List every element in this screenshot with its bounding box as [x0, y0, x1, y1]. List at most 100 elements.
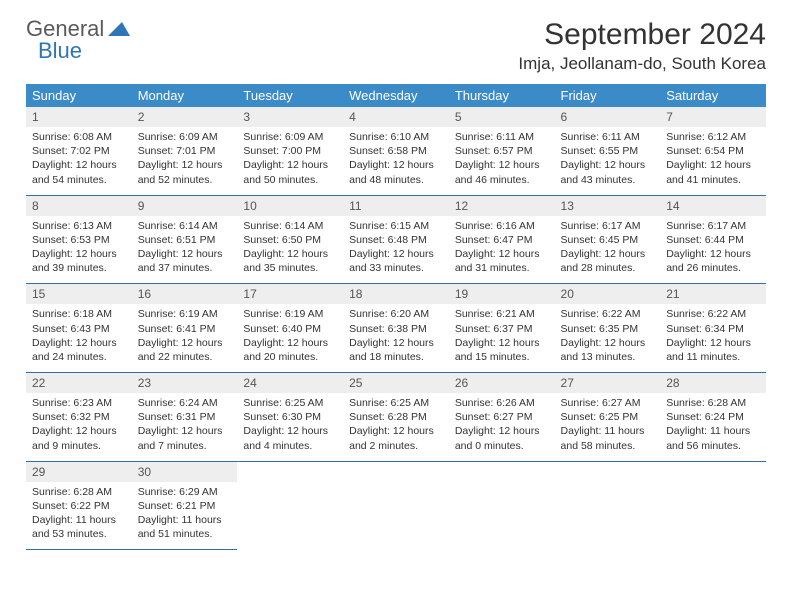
calendar-day-cell: 2Sunrise: 6:09 AMSunset: 7:01 PMDaylight…	[132, 107, 238, 195]
day-number: 29	[26, 462, 132, 482]
calendar-table: SundayMondayTuesdayWednesdayThursdayFrid…	[26, 84, 766, 550]
day-number: 3	[237, 107, 343, 127]
day-details: Sunrise: 6:13 AMSunset: 6:53 PMDaylight:…	[26, 216, 132, 284]
day-number: 6	[555, 107, 661, 127]
day-details: Sunrise: 6:18 AMSunset: 6:43 PMDaylight:…	[26, 304, 132, 372]
calendar-empty-cell	[449, 461, 555, 550]
calendar-day-cell: 1Sunrise: 6:08 AMSunset: 7:02 PMDaylight…	[26, 107, 132, 195]
day-details: Sunrise: 6:22 AMSunset: 6:34 PMDaylight:…	[660, 304, 766, 372]
calendar-day-cell: 30Sunrise: 6:29 AMSunset: 6:21 PMDayligh…	[132, 461, 238, 550]
logo-text-general: General	[26, 18, 104, 40]
weekday-header: Thursday	[449, 84, 555, 107]
day-details: Sunrise: 6:22 AMSunset: 6:35 PMDaylight:…	[555, 304, 661, 372]
calendar-day-cell: 26Sunrise: 6:26 AMSunset: 6:27 PMDayligh…	[449, 373, 555, 462]
calendar-day-cell: 14Sunrise: 6:17 AMSunset: 6:44 PMDayligh…	[660, 195, 766, 284]
weekday-header: Sunday	[26, 84, 132, 107]
calendar-empty-cell	[343, 461, 449, 550]
calendar-day-cell: 3Sunrise: 6:09 AMSunset: 7:00 PMDaylight…	[237, 107, 343, 195]
day-details: Sunrise: 6:14 AMSunset: 6:51 PMDaylight:…	[132, 216, 238, 284]
day-details: Sunrise: 6:26 AMSunset: 6:27 PMDaylight:…	[449, 393, 555, 461]
day-details: Sunrise: 6:20 AMSunset: 6:38 PMDaylight:…	[343, 304, 449, 372]
calendar-day-cell: 10Sunrise: 6:14 AMSunset: 6:50 PMDayligh…	[237, 195, 343, 284]
day-number: 25	[343, 373, 449, 393]
day-number: 28	[660, 373, 766, 393]
calendar-day-cell: 7Sunrise: 6:12 AMSunset: 6:54 PMDaylight…	[660, 107, 766, 195]
calendar-day-cell: 4Sunrise: 6:10 AMSunset: 6:58 PMDaylight…	[343, 107, 449, 195]
day-details: Sunrise: 6:09 AMSunset: 7:01 PMDaylight:…	[132, 127, 238, 195]
calendar-week-row: 1Sunrise: 6:08 AMSunset: 7:02 PMDaylight…	[26, 107, 766, 195]
calendar-day-cell: 17Sunrise: 6:19 AMSunset: 6:40 PMDayligh…	[237, 284, 343, 373]
day-details: Sunrise: 6:15 AMSunset: 6:48 PMDaylight:…	[343, 216, 449, 284]
day-number: 14	[660, 196, 766, 216]
day-number: 17	[237, 284, 343, 304]
day-number: 10	[237, 196, 343, 216]
day-number: 19	[449, 284, 555, 304]
calendar-day-cell: 15Sunrise: 6:18 AMSunset: 6:43 PMDayligh…	[26, 284, 132, 373]
weekday-header: Wednesday	[343, 84, 449, 107]
day-number: 22	[26, 373, 132, 393]
day-number: 8	[26, 196, 132, 216]
day-details: Sunrise: 6:10 AMSunset: 6:58 PMDaylight:…	[343, 127, 449, 195]
calendar-day-cell: 5Sunrise: 6:11 AMSunset: 6:57 PMDaylight…	[449, 107, 555, 195]
day-number: 15	[26, 284, 132, 304]
calendar-day-cell: 13Sunrise: 6:17 AMSunset: 6:45 PMDayligh…	[555, 195, 661, 284]
day-number: 23	[132, 373, 238, 393]
calendar-body: 1Sunrise: 6:08 AMSunset: 7:02 PMDaylight…	[26, 107, 766, 550]
calendar-day-cell: 28Sunrise: 6:28 AMSunset: 6:24 PMDayligh…	[660, 373, 766, 462]
day-number: 11	[343, 196, 449, 216]
calendar-day-cell: 12Sunrise: 6:16 AMSunset: 6:47 PMDayligh…	[449, 195, 555, 284]
day-number: 18	[343, 284, 449, 304]
weekday-header: Friday	[555, 84, 661, 107]
day-number: 12	[449, 196, 555, 216]
calendar-week-row: 29Sunrise: 6:28 AMSunset: 6:22 PMDayligh…	[26, 461, 766, 550]
day-number: 7	[660, 107, 766, 127]
day-details: Sunrise: 6:11 AMSunset: 6:57 PMDaylight:…	[449, 127, 555, 195]
day-details: Sunrise: 6:28 AMSunset: 6:22 PMDaylight:…	[26, 482, 132, 550]
calendar-day-cell: 29Sunrise: 6:28 AMSunset: 6:22 PMDayligh…	[26, 461, 132, 550]
calendar-week-row: 22Sunrise: 6:23 AMSunset: 6:32 PMDayligh…	[26, 373, 766, 462]
day-number: 16	[132, 284, 238, 304]
day-number: 30	[132, 462, 238, 482]
day-number: 24	[237, 373, 343, 393]
day-details: Sunrise: 6:24 AMSunset: 6:31 PMDaylight:…	[132, 393, 238, 461]
day-number: 21	[660, 284, 766, 304]
day-details: Sunrise: 6:11 AMSunset: 6:55 PMDaylight:…	[555, 127, 661, 195]
day-details: Sunrise: 6:09 AMSunset: 7:00 PMDaylight:…	[237, 127, 343, 195]
calendar-day-cell: 18Sunrise: 6:20 AMSunset: 6:38 PMDayligh…	[343, 284, 449, 373]
calendar-day-cell: 16Sunrise: 6:19 AMSunset: 6:41 PMDayligh…	[132, 284, 238, 373]
calendar-day-cell: 9Sunrise: 6:14 AMSunset: 6:51 PMDaylight…	[132, 195, 238, 284]
logo: General Blue	[26, 18, 130, 62]
calendar-day-cell: 21Sunrise: 6:22 AMSunset: 6:34 PMDayligh…	[660, 284, 766, 373]
calendar-day-cell: 6Sunrise: 6:11 AMSunset: 6:55 PMDaylight…	[555, 107, 661, 195]
day-details: Sunrise: 6:16 AMSunset: 6:47 PMDaylight:…	[449, 216, 555, 284]
calendar-day-cell: 23Sunrise: 6:24 AMSunset: 6:31 PMDayligh…	[132, 373, 238, 462]
day-details: Sunrise: 6:23 AMSunset: 6:32 PMDaylight:…	[26, 393, 132, 461]
calendar-week-row: 8Sunrise: 6:13 AMSunset: 6:53 PMDaylight…	[26, 195, 766, 284]
day-number: 20	[555, 284, 661, 304]
calendar-empty-cell	[237, 461, 343, 550]
calendar-day-cell: 20Sunrise: 6:22 AMSunset: 6:35 PMDayligh…	[555, 284, 661, 373]
month-title: September 2024	[518, 18, 766, 52]
weekday-header: Saturday	[660, 84, 766, 107]
calendar-day-cell: 8Sunrise: 6:13 AMSunset: 6:53 PMDaylight…	[26, 195, 132, 284]
day-details: Sunrise: 6:12 AMSunset: 6:54 PMDaylight:…	[660, 127, 766, 195]
day-details: Sunrise: 6:14 AMSunset: 6:50 PMDaylight:…	[237, 216, 343, 284]
day-number: 1	[26, 107, 132, 127]
day-number: 27	[555, 373, 661, 393]
day-details: Sunrise: 6:28 AMSunset: 6:24 PMDaylight:…	[660, 393, 766, 461]
logo-text-blue: Blue	[38, 40, 130, 62]
weekday-header: Tuesday	[237, 84, 343, 107]
day-details: Sunrise: 6:29 AMSunset: 6:21 PMDaylight:…	[132, 482, 238, 550]
weekday-header-row: SundayMondayTuesdayWednesdayThursdayFrid…	[26, 84, 766, 107]
calendar-day-cell: 22Sunrise: 6:23 AMSunset: 6:32 PMDayligh…	[26, 373, 132, 462]
day-details: Sunrise: 6:08 AMSunset: 7:02 PMDaylight:…	[26, 127, 132, 195]
triangle-icon	[108, 18, 130, 40]
day-details: Sunrise: 6:21 AMSunset: 6:37 PMDaylight:…	[449, 304, 555, 372]
day-number: 26	[449, 373, 555, 393]
day-details: Sunrise: 6:19 AMSunset: 6:41 PMDaylight:…	[132, 304, 238, 372]
weekday-header: Monday	[132, 84, 238, 107]
calendar-day-cell: 27Sunrise: 6:27 AMSunset: 6:25 PMDayligh…	[555, 373, 661, 462]
day-number: 9	[132, 196, 238, 216]
day-number: 5	[449, 107, 555, 127]
header: General Blue September 2024 Imja, Jeolla…	[26, 18, 766, 74]
